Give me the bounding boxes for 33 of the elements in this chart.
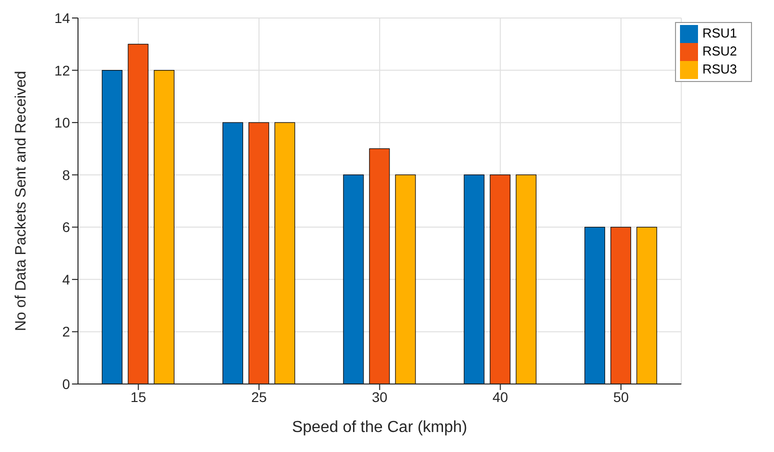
- legend-label: RSU2: [702, 43, 737, 58]
- bar: [154, 70, 174, 384]
- x-tick-label: 30: [372, 388, 388, 405]
- x-tick-label: 25: [251, 388, 267, 405]
- x-tick-label: 40: [492, 388, 508, 405]
- bar: [464, 174, 484, 384]
- bar: [343, 174, 364, 384]
- y-tick-label: 6: [62, 219, 70, 236]
- x-tick-label: 50: [613, 388, 629, 405]
- bar: [369, 148, 390, 384]
- x-axis-title: Speed of the Car (kmph): [292, 419, 468, 436]
- y-tick-label: 12: [54, 62, 70, 78]
- y-tick-label: 10: [54, 114, 70, 131]
- y-tick-label: 14: [54, 10, 70, 26]
- bar: [222, 122, 244, 384]
- y-tick-label: 0: [62, 376, 70, 392]
- y-tick-label: 4: [62, 271, 70, 288]
- bar: [584, 226, 606, 384]
- bar: [274, 122, 296, 384]
- y-tick-label: 8: [62, 166, 70, 183]
- bar: [490, 174, 510, 384]
- bar: [128, 44, 148, 384]
- bar: [516, 174, 536, 384]
- y-axis-title: No of Data Packets Sent and Received: [12, 70, 30, 332]
- bar: [248, 122, 270, 384]
- x-tick-label: 15: [130, 388, 146, 405]
- legend-label: RSU3: [702, 61, 737, 76]
- bar: [610, 226, 632, 384]
- bar: [395, 174, 416, 384]
- legend-label: RSU1: [702, 25, 737, 40]
- bar: [102, 70, 122, 384]
- y-tick-label: 2: [62, 324, 70, 340]
- bar: [636, 226, 658, 384]
